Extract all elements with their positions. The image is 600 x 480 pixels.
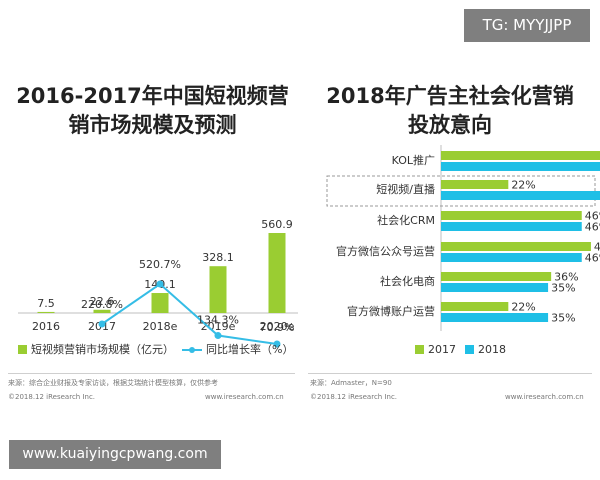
bar-value-label: 46% (585, 221, 600, 234)
legend-marker-growth-rate (189, 347, 195, 353)
bar-market-size (209, 266, 227, 313)
growth-rate-label: 134.3% (197, 314, 239, 327)
growth-rate-label: 220.8% (81, 298, 123, 311)
right-footer-rule (308, 373, 592, 374)
right-title-line1: 2018年广告主社会化营销 (326, 84, 574, 108)
legend-label-2017: 2017 (428, 343, 456, 356)
legend-swatch-2017 (415, 345, 424, 354)
bar-2017 (441, 180, 509, 189)
left-title-line2: 销市场规模及预测 (68, 113, 237, 137)
bar-value-label: 46% (585, 210, 600, 223)
bar-market-size (93, 309, 111, 313)
left-copyright: ©2018.12 iResearch Inc. (8, 393, 96, 401)
bar-value-label: 35% (551, 312, 575, 325)
left-title-line1: 2016-2017年中国短视频营 (16, 84, 289, 108)
category-label: 社会化CRM (377, 213, 435, 227)
x-tick-label: 2020e (260, 320, 295, 333)
right-site: www.iresearch.com.cn (505, 393, 584, 401)
x-tick-label: 2019e (201, 320, 236, 333)
bar-value-label: 22.6 (90, 295, 115, 308)
right-copyright: ©2018.12 iResearch Inc. (310, 393, 398, 401)
bar-value-label: 36% (554, 271, 578, 284)
bar-2018 (441, 191, 600, 200)
tg-tag: TG: MYYJJPP (464, 9, 590, 42)
left-footer-rule (8, 373, 295, 374)
left-chart-title: 2016-2017年中国短视频营 销市场规模及预测 (0, 82, 305, 140)
bar-2018 (441, 222, 582, 231)
category-label: 短视频/直播 (376, 182, 435, 196)
bar-2017 (441, 272, 552, 281)
legend-label-market-size: 短视频营销市场规模（亿元） (31, 342, 174, 356)
x-tick-label: 2018e (143, 320, 178, 333)
bar-2018 (441, 253, 582, 262)
legend-swatch-market-size (18, 345, 27, 354)
bar-value-label: 328.1 (202, 251, 234, 264)
watermark-banner: www.kuaiyingcpwang.com (9, 440, 221, 469)
left-source-note: 来源：综合企业财报及专家访谈，根据艾瑞统计模型核算，仅供参考 (8, 379, 218, 387)
bar-2017 (441, 242, 591, 251)
bar-market-size (37, 311, 55, 313)
growth-rate-line (101, 282, 278, 345)
growth-rate-label: 520.7% (139, 258, 181, 271)
category-label: KOL推广 (392, 153, 435, 167)
growth-rate-point (98, 320, 106, 328)
right-chart-title: 2018年广告主社会化营销 投放意向 (305, 82, 595, 140)
category-label: 官方微信公众号运营 (336, 244, 435, 258)
growth-rate-point (273, 340, 281, 348)
bar-value-label: 22% (511, 301, 535, 314)
bar-2018 (441, 162, 600, 171)
bar-value-label: 7.5 (37, 297, 55, 310)
bar-2018 (441, 313, 549, 322)
bar-2017 (441, 151, 600, 160)
bar-value-label: 49% (594, 241, 600, 254)
bar-value-label: 35% (551, 282, 575, 295)
growth-rate-point (214, 332, 222, 340)
social-marketing-chart: KOL推广63%67%短视频/直播22%62%社会化CRM46%46%官方微信公… (326, 145, 600, 356)
bar-2017 (441, 211, 582, 220)
legend-label-growth-rate: 同比增长率（%） (206, 342, 293, 356)
growth-rate-point (156, 280, 164, 288)
market-size-chart: 7.5201622.62017140.12018e328.12019e560.9… (18, 218, 298, 356)
legend-swatch-2018 (465, 345, 474, 354)
bar-market-size (268, 233, 286, 313)
legend-label-2018: 2018 (478, 343, 506, 356)
right-title-line2: 投放意向 (408, 113, 492, 137)
growth-rate-label: 70.9% (260, 321, 295, 334)
category-label: 社会化电商 (380, 274, 435, 288)
bar-market-size (151, 293, 169, 313)
bar-value-label: 22% (511, 179, 535, 192)
bar-2017 (441, 302, 509, 311)
left-site: www.iresearch.com.cn (205, 393, 284, 401)
bar-2018 (441, 283, 549, 292)
bar-value-label: 560.9 (261, 218, 293, 231)
bar-value-label: 46% (585, 252, 600, 265)
x-tick-label: 2016 (32, 320, 60, 333)
category-label: 官方微博账户运营 (347, 304, 435, 318)
right-source-note: 来源：Admaster，N=90 (310, 379, 392, 387)
